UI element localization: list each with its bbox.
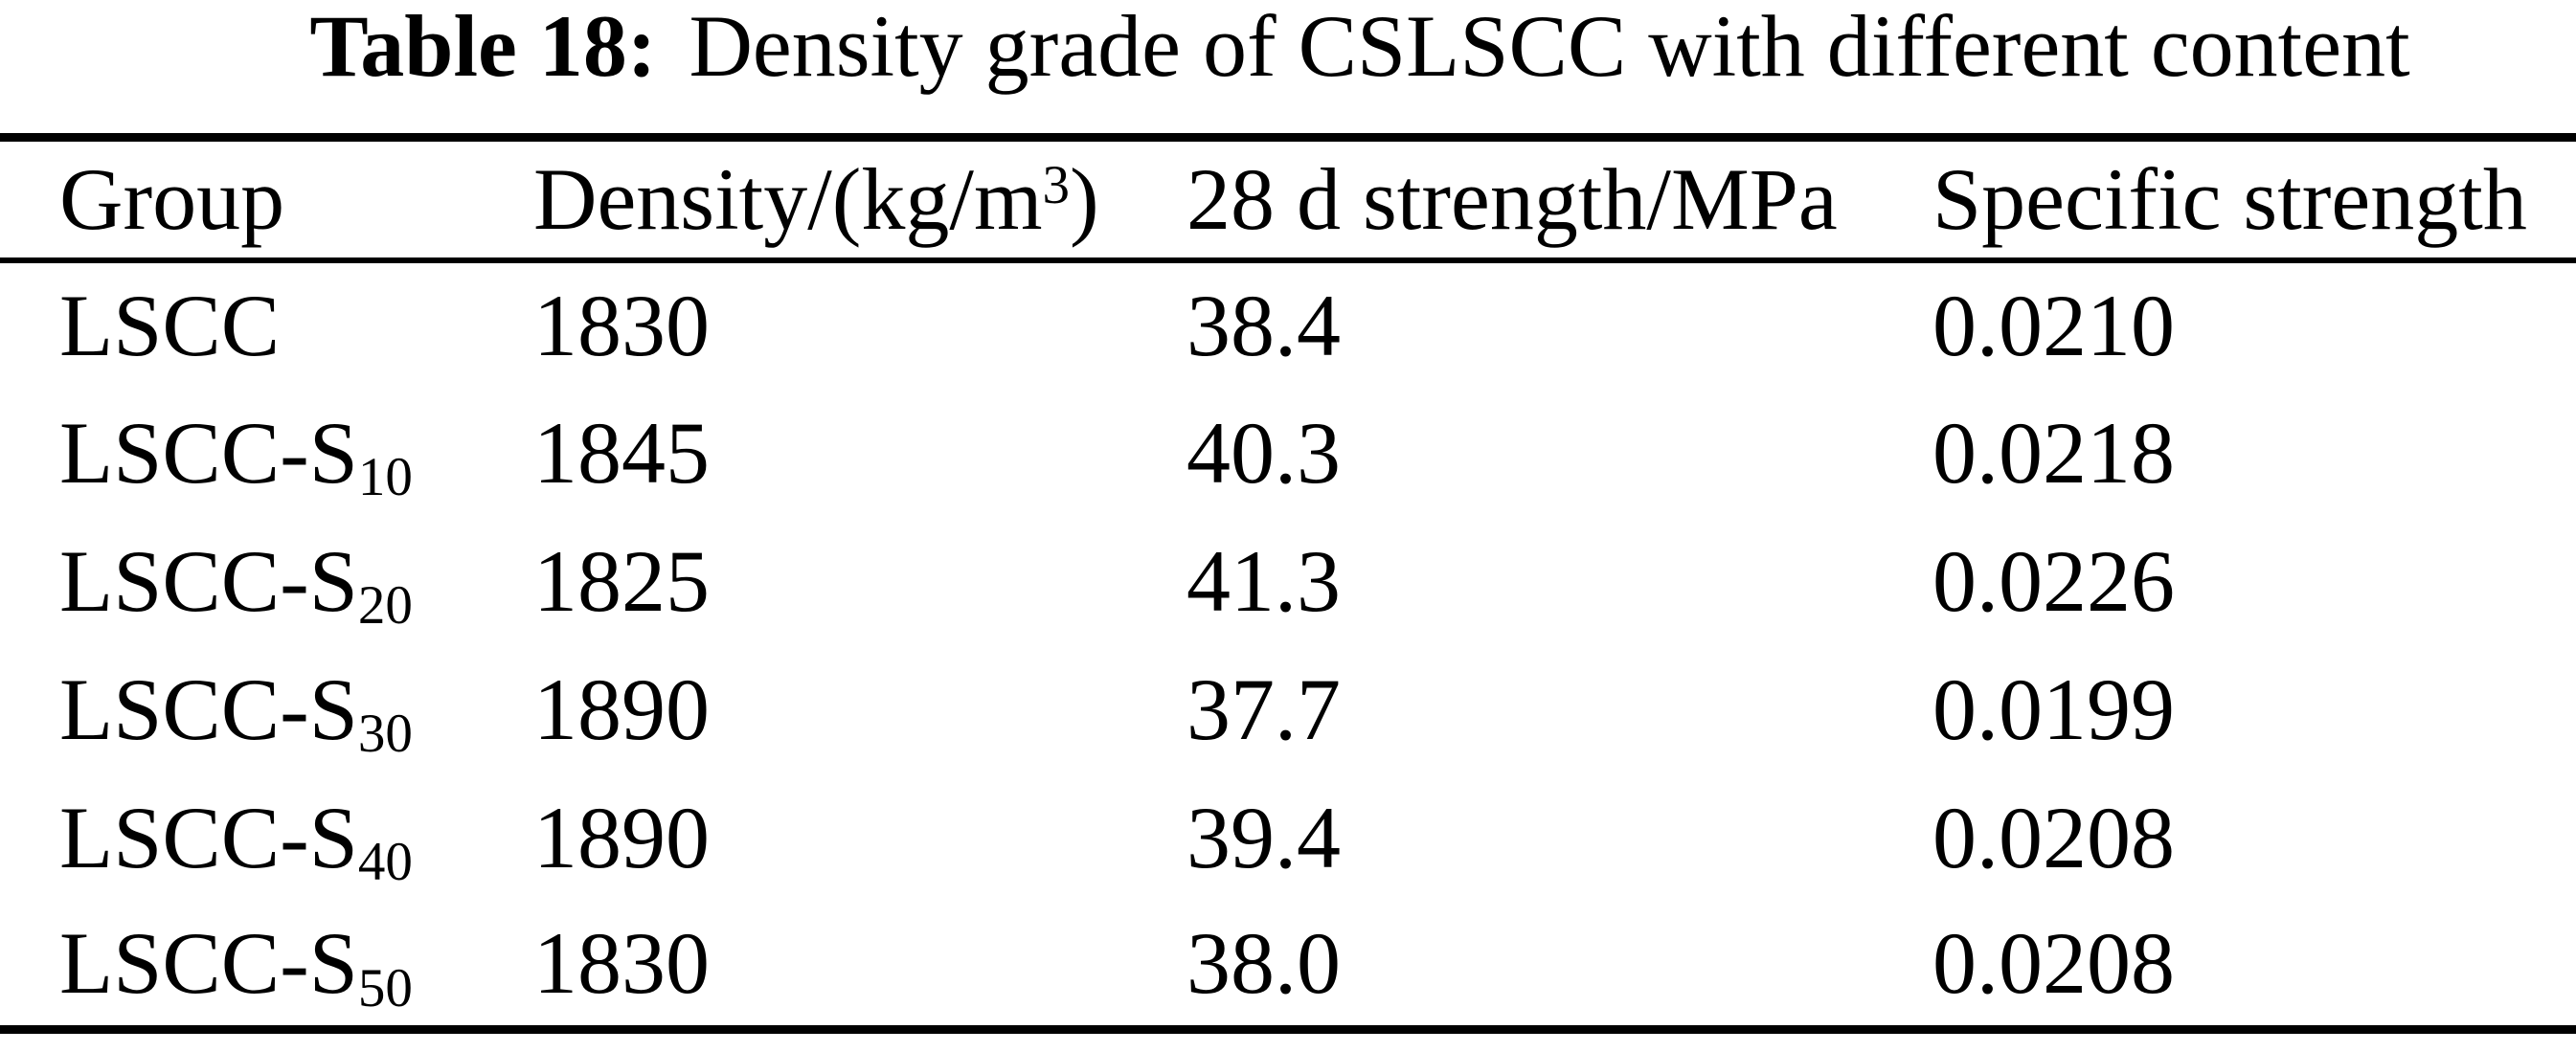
table-row: LSCC-S10 1845 40.3 0.0218 (0, 389, 2576, 517)
cell-group: LSCC-S30 (59, 660, 413, 765)
cell-strength: 40.3 (1186, 403, 1341, 502)
cell-strength: 38.4 (1186, 277, 1341, 374)
table-header: Group Density/(kg/m3) 28 d strength/MPa … (0, 138, 2576, 260)
cell-density: 1825 (533, 531, 710, 630)
cell-density: 1830 (533, 277, 710, 374)
group-subscript: 50 (357, 957, 413, 1018)
cell-group: LSCC (59, 277, 281, 374)
table-row: LSCC-S30 1890 37.7 0.0199 (0, 645, 2576, 773)
cell-specific-strength: 0.0226 (1932, 531, 2175, 630)
cell-strength: 39.4 (1186, 788, 1341, 886)
cell-group: LSCC-S10 (59, 403, 413, 508)
cell-strength: 41.3 (1186, 531, 1341, 630)
cell-specific-strength: 0.0210 (1932, 277, 2175, 374)
table-row: LSCC-S20 1825 41.3 0.0226 (0, 517, 2576, 645)
group-subscript: 10 (357, 447, 413, 508)
cell-strength: 38.0 (1186, 914, 1341, 1013)
cell-density: 1890 (533, 788, 710, 886)
group-subscript: 40 (357, 832, 413, 893)
cell-specific-strength: 0.0199 (1932, 660, 2175, 758)
group-subscript: 20 (357, 575, 413, 637)
table-row: LSCC-S50 1830 38.0 0.0208 (0, 902, 2576, 1030)
col-header-density: Density/(kg/m3) (533, 150, 1099, 249)
cell-group: LSCC-S40 (59, 788, 413, 893)
table-caption: Table 18: Density grade of CSLSCC with di… (0, 0, 2576, 133)
col-header-specific-strength: Specific strength (1932, 150, 2527, 249)
cell-group: LSCC-S20 (59, 531, 413, 637)
cell-specific-strength: 0.0208 (1932, 788, 2175, 886)
group-subscript: 30 (357, 704, 413, 765)
density-grade-table: Group Density/(kg/m3) 28 d strength/MPa … (0, 133, 2576, 1034)
table-row: LSCC-S40 1890 39.4 0.0208 (0, 773, 2576, 902)
col-header-group: Group (59, 150, 285, 249)
cell-density: 1890 (533, 660, 710, 758)
density-unit-exponent: 3 (1042, 154, 1071, 215)
cell-density: 1830 (533, 914, 710, 1013)
header-row: Group Density/(kg/m3) 28 d strength/MPa … (0, 138, 2576, 260)
cell-group: LSCC-S50 (59, 914, 413, 1018)
table-caption-text: Density grade of CSLSCC with different c… (689, 0, 2410, 95)
col-header-strength: 28 d strength/MPa (1186, 150, 1838, 249)
cell-specific-strength: 0.0208 (1932, 914, 2175, 1013)
cell-strength: 37.7 (1186, 660, 1341, 758)
table-caption-label: Table 18: (309, 0, 657, 95)
table-row: LSCC 1830 38.4 0.0210 (0, 260, 2576, 389)
cell-specific-strength: 0.0218 (1932, 403, 2175, 502)
cell-density: 1845 (533, 403, 710, 502)
table-body: LSCC 1830 38.4 0.0210 LSCC-S10 1845 40.3… (0, 260, 2576, 1030)
